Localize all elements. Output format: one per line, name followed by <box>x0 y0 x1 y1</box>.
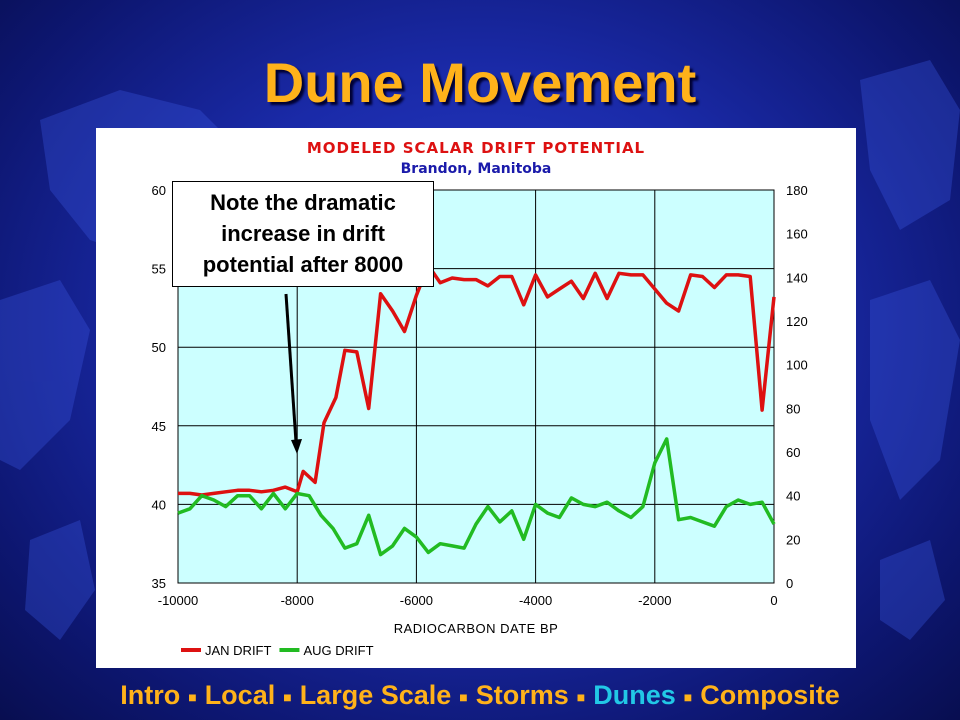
nav-item-large-scale[interactable]: Large Scale <box>299 680 452 710</box>
y-right-tick-label: 100 <box>786 358 808 373</box>
callout-line-2: increase in drift <box>221 221 385 246</box>
nav-item-intro[interactable]: Intro <box>120 680 181 710</box>
x-tick-label: -8000 <box>281 593 314 608</box>
x-tick-label: 0 <box>770 593 777 608</box>
nav-item-storms[interactable]: Storms <box>475 680 569 710</box>
nav-separator: ■ <box>283 688 292 705</box>
nav-separator: ■ <box>188 688 197 705</box>
callout-arrow <box>284 293 298 443</box>
y-right-tick-label: 0 <box>786 576 793 591</box>
chart-subtitle: Brandon, Manitoba <box>401 161 552 177</box>
y-left-tick-label: 50 <box>152 340 166 355</box>
y-right-tick-label: 140 <box>786 270 808 285</box>
nav-item-composite[interactable]: Composite <box>700 680 840 710</box>
x-axis-label: RADIOCARBON DATE BP <box>394 621 559 636</box>
x-tick-label: -2000 <box>638 593 671 608</box>
plot-border <box>177 189 775 584</box>
nav-item-dunes[interactable]: Dunes <box>593 680 676 710</box>
y-right-tick-label: 60 <box>786 445 800 460</box>
y-left-tick-label: 40 <box>152 497 166 512</box>
legend: JAN DRIFT AUG DRIFT <box>181 643 374 658</box>
y-right-tick-label: 160 <box>786 227 808 242</box>
y-right-tick-label: 20 <box>786 532 800 547</box>
y-right-tick-label: 80 <box>786 401 800 416</box>
callout-line-3: potential after 8000 <box>202 252 404 277</box>
y-right-tick-label: 180 <box>786 183 808 198</box>
y-left-tick-label: 35 <box>152 576 166 591</box>
legend-label: JAN DRIFT <box>205 643 272 658</box>
y-left-tick-label: 60 <box>152 183 166 198</box>
series-lines <box>177 263 776 557</box>
nav-separator: ■ <box>459 688 468 705</box>
y-right-tick-label: 120 <box>786 314 808 329</box>
callout-line-1: Note the dramatic <box>210 190 396 215</box>
axes: 35 40 45 50 55 60 0 20 40 60 80 100 120 140 160 180 -100… <box>152 183 808 608</box>
series-aug-drift <box>177 437 776 557</box>
x-tick-label: -6000 <box>400 593 433 608</box>
y-left-tick-label: 55 <box>152 262 166 277</box>
nav-separator: ■ <box>576 688 586 705</box>
y-left-tick-label: 45 <box>152 419 166 434</box>
slide-title: Dune Movement <box>263 51 697 114</box>
x-tick-label: -10000 <box>158 593 198 608</box>
legend-label: AUG DRIFT <box>303 643 373 658</box>
chart-title: MODELED SCALAR DRIFT POTENTIAL <box>307 139 645 157</box>
nav-item-local[interactable]: Local <box>204 680 276 710</box>
callout-note: Note the dramatic increase in drift pote… <box>172 181 434 287</box>
nav-separator: ■ <box>683 688 693 705</box>
callout-arrow-head <box>291 439 302 454</box>
y-right-tick-label: 40 <box>786 489 800 504</box>
series-jan-drift <box>178 263 776 497</box>
section-nav: Intro ■ Local ■ Large Scale ■ Storms ■ Dunes ■ Com… <box>0 680 960 711</box>
x-tick-label: -4000 <box>519 593 552 608</box>
